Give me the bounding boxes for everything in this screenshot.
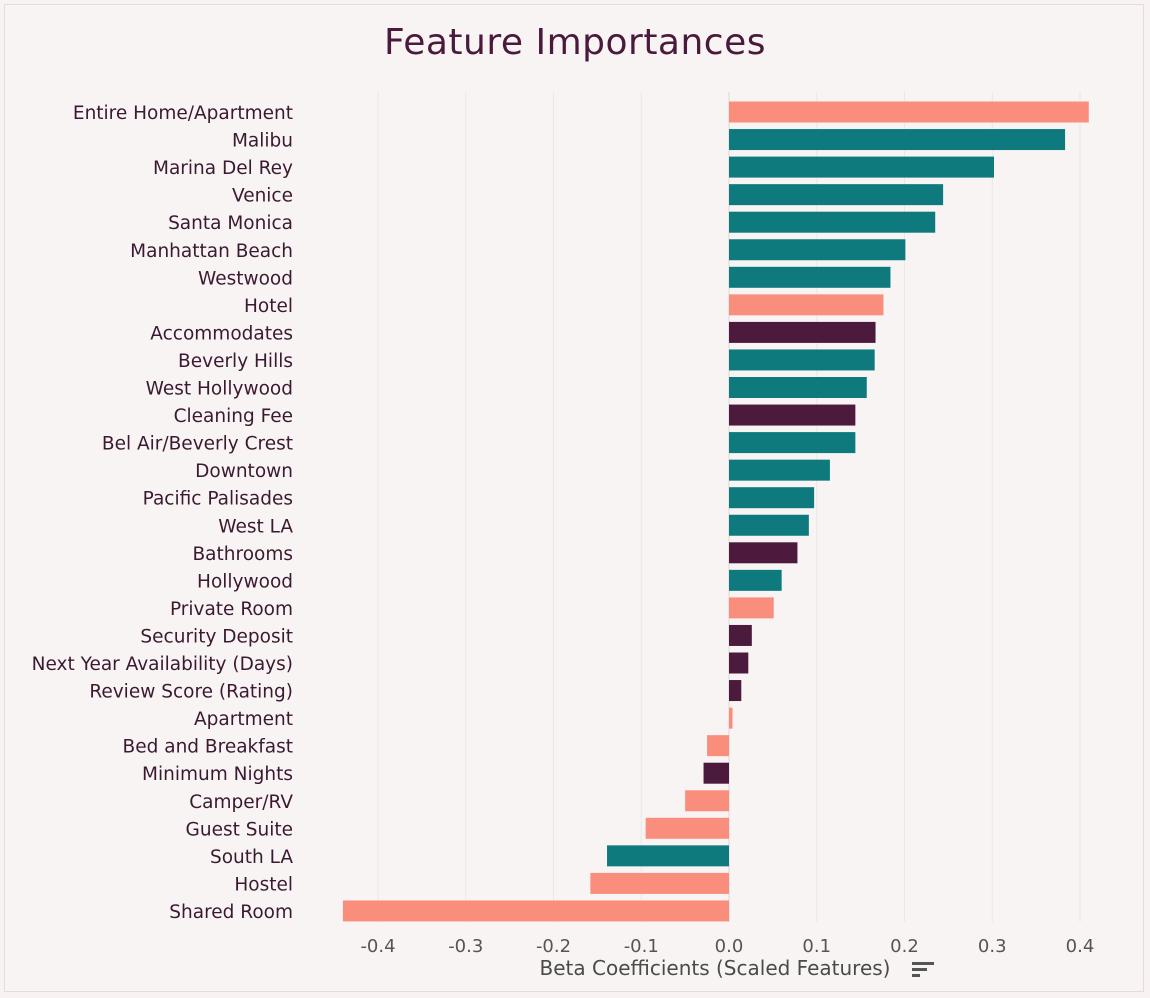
bar[interactable] (729, 239, 906, 261)
y-category-label: Security Deposit (140, 626, 293, 647)
y-category-label: Santa Monica (168, 213, 293, 234)
y-category-label: Hotel (244, 296, 293, 317)
bar[interactable] (729, 349, 875, 371)
y-category-label: South LA (210, 847, 293, 868)
y-category-label: Beverly Hills (178, 351, 293, 372)
y-category-label: Entire Home/Apartment (73, 103, 293, 124)
x-tick-label: -0.2 (536, 936, 571, 957)
x-tick-label: -0.1 (624, 936, 659, 957)
y-category-label: Downtown (195, 461, 293, 482)
x-axis-title-wrap: Beta Coefficients (Scaled Features) (0, 956, 1150, 980)
bar[interactable] (703, 762, 729, 784)
y-category-label: Venice (232, 186, 293, 207)
bar[interactable] (729, 542, 798, 564)
y-category-label: Accommodates (150, 323, 293, 344)
bar[interactable] (729, 404, 856, 426)
y-category-label: Malibu (232, 131, 293, 152)
y-category-label: Camper/RV (189, 792, 293, 813)
y-category-label: Next Year Availability (Days) (32, 654, 293, 675)
bar[interactable] (729, 184, 944, 206)
bar[interactable] (729, 266, 891, 288)
y-category-label: West Hollywood (146, 379, 293, 400)
bar[interactable] (729, 321, 876, 343)
y-category-label: Manhattan Beach (130, 241, 293, 262)
y-category-label: Shared Room (169, 902, 293, 923)
bar[interactable] (707, 735, 729, 757)
y-category-label: Marina Del Rey (153, 158, 293, 179)
bar[interactable] (729, 652, 749, 674)
bar[interactable] (729, 294, 884, 316)
y-category-label: Bed and Breakfast (123, 737, 293, 758)
x-tick-label: -0.3 (448, 936, 483, 957)
y-category-label: Bathrooms (192, 544, 293, 565)
bar[interactable] (729, 432, 856, 454)
sort-descending-icon[interactable] (912, 962, 934, 980)
bar[interactable] (729, 487, 815, 509)
bar[interactable] (729, 211, 936, 233)
y-category-label: Hostel (234, 874, 293, 895)
y-category-label: Pacific Palisades (143, 489, 293, 510)
x-tick-label: -0.4 (360, 936, 395, 957)
y-category-label: Minimum Nights (142, 764, 293, 785)
bar[interactable] (729, 624, 752, 646)
x-tick-label: 0.2 (890, 936, 919, 957)
bar[interactable] (729, 707, 733, 729)
bar[interactable] (729, 101, 1089, 123)
bar[interactable] (590, 872, 729, 894)
bar[interactable] (607, 845, 729, 867)
bar[interactable] (729, 377, 867, 398)
bar[interactable] (685, 790, 729, 812)
y-category-label: Cleaning Fee (174, 406, 293, 427)
x-tick-label: 0.1 (802, 936, 831, 957)
bar[interactable] (645, 817, 729, 839)
x-tick-label: 0.0 (715, 936, 744, 957)
bar[interactable] (729, 156, 995, 178)
y-category-label: Westwood (198, 268, 293, 289)
bar[interactable] (729, 459, 830, 481)
bar[interactable] (729, 129, 1066, 151)
y-category-label: Bel Air/Beverly Crest (102, 434, 293, 455)
x-tick-label: 0.4 (1066, 936, 1095, 957)
bar[interactable] (729, 569, 782, 591)
y-category-label: Apartment (194, 709, 293, 730)
y-category-label: Review Score (Rating) (89, 682, 293, 703)
bar[interactable] (342, 900, 729, 922)
bar[interactable] (729, 680, 742, 702)
x-tick-label: 0.3 (978, 936, 1007, 957)
y-category-label: Guest Suite (186, 819, 293, 840)
y-category-label: Private Room (170, 599, 293, 620)
y-category-label: Hollywood (197, 571, 293, 592)
x-axis-title: Beta Coefficients (Scaled Features) (539, 956, 891, 980)
bar[interactable] (729, 597, 774, 619)
chart-title: Feature Importances (383, 22, 767, 63)
y-category-label: West LA (218, 516, 293, 537)
bar[interactable] (729, 514, 809, 536)
